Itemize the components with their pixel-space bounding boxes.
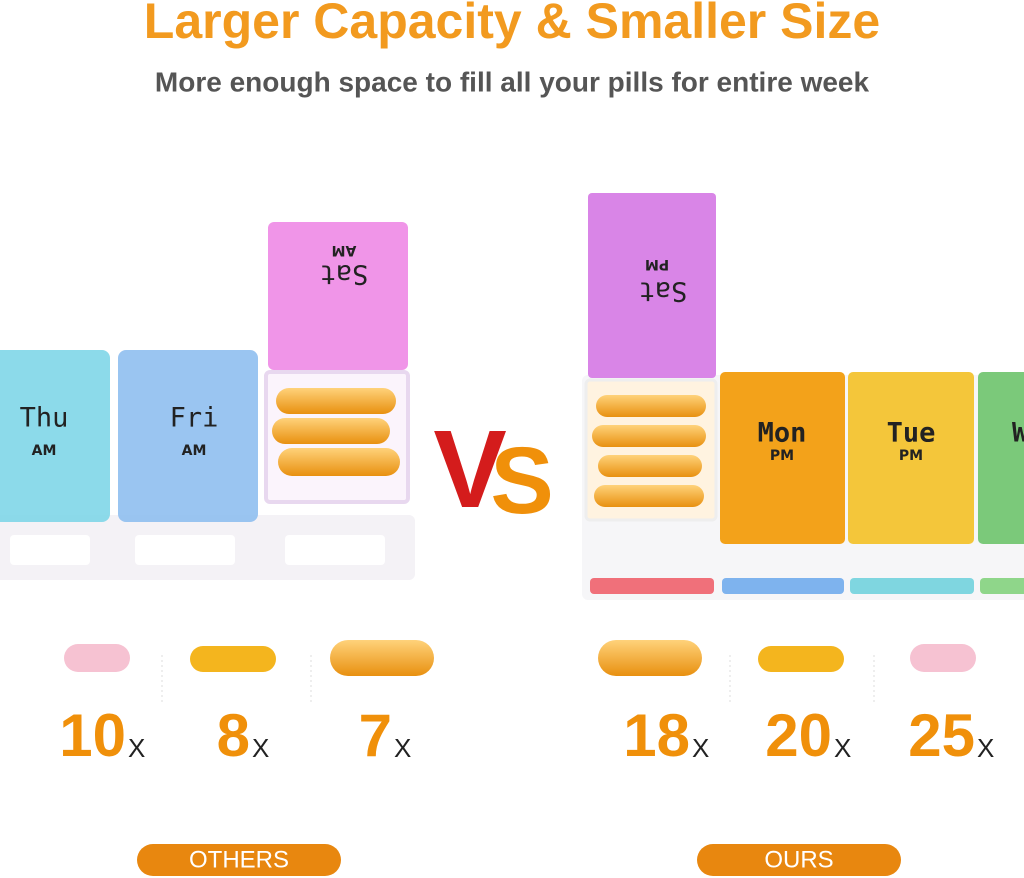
count: 10 [59,702,126,769]
time-label: AM [32,443,57,459]
ours-organizer-part [978,372,1024,544]
pill-icons-part [598,640,702,676]
unit: X [834,733,851,763]
subtitle: More enough space to fill all your pills… [155,66,870,97]
pill-icons [64,640,976,705]
ours-badge [697,844,901,876]
others-organizer-part [118,350,258,522]
day-label: Fri [170,403,219,434]
count: 18 [623,702,690,769]
time-label: AM [332,242,357,258]
others-organizer: Thu AM Fri AM Sat AM [0,222,415,580]
unit: X [394,733,411,763]
ours-organizer-part [598,455,702,477]
others-organizer-part [285,535,385,565]
count: 25 [908,702,975,769]
day-label: Sat [639,276,688,307]
others-organizer-part [268,222,408,370]
others-organizer-part [276,388,396,414]
ours-organizer-part [594,485,704,507]
day-label: Sat [320,259,369,290]
count: 20 [765,702,832,769]
pill-icons-part [330,640,434,676]
ours-organizer-part [592,425,706,447]
ours-organizer-part [720,372,845,544]
ours-organizer-part [588,193,716,378]
title: Larger Capacity & Smaller Size [144,0,880,49]
others-badge [137,844,341,876]
count: 8 [217,702,250,769]
day-label: Mon [758,418,807,449]
day-label: Thu [20,403,69,434]
pill-icons-part [758,646,844,672]
others-organizer-part [0,350,110,522]
unit: X [977,733,994,763]
counts: 10 X 8 X 7 X 18 X 20 X 25 X [59,702,994,769]
pill-icons-part [910,644,976,672]
vs-s: S [490,428,553,534]
ours-organizer-part [848,372,974,544]
day-label: W [1012,418,1024,449]
ours-organizer-part [980,578,1024,594]
ours-organizer: Sat PM Mon PM Tue PM W [582,193,1024,600]
unit: X [692,733,709,763]
pill-icons-part [64,644,130,672]
unit: X [252,733,269,763]
ours-organizer-part [722,578,844,594]
ours-organizer-part [596,395,706,417]
others-organizer-part [135,535,235,565]
ours-label: OURS [764,846,833,873]
ours-organizer-part [850,578,974,594]
time-label: PM [899,448,923,464]
unit: X [128,733,145,763]
count: 7 [359,702,392,769]
others-label: OTHERS [189,846,289,873]
time-label: PM [645,256,669,272]
time-label: AM [182,443,207,459]
others-organizer-part [278,448,400,476]
pill-icons-part [190,646,276,672]
ours-organizer-part [590,578,714,594]
vs-v: V [433,408,506,531]
day-label: Tue [887,418,936,449]
others-organizer-part [10,535,90,565]
time-label: PM [770,448,794,464]
others-organizer-part [272,418,390,444]
